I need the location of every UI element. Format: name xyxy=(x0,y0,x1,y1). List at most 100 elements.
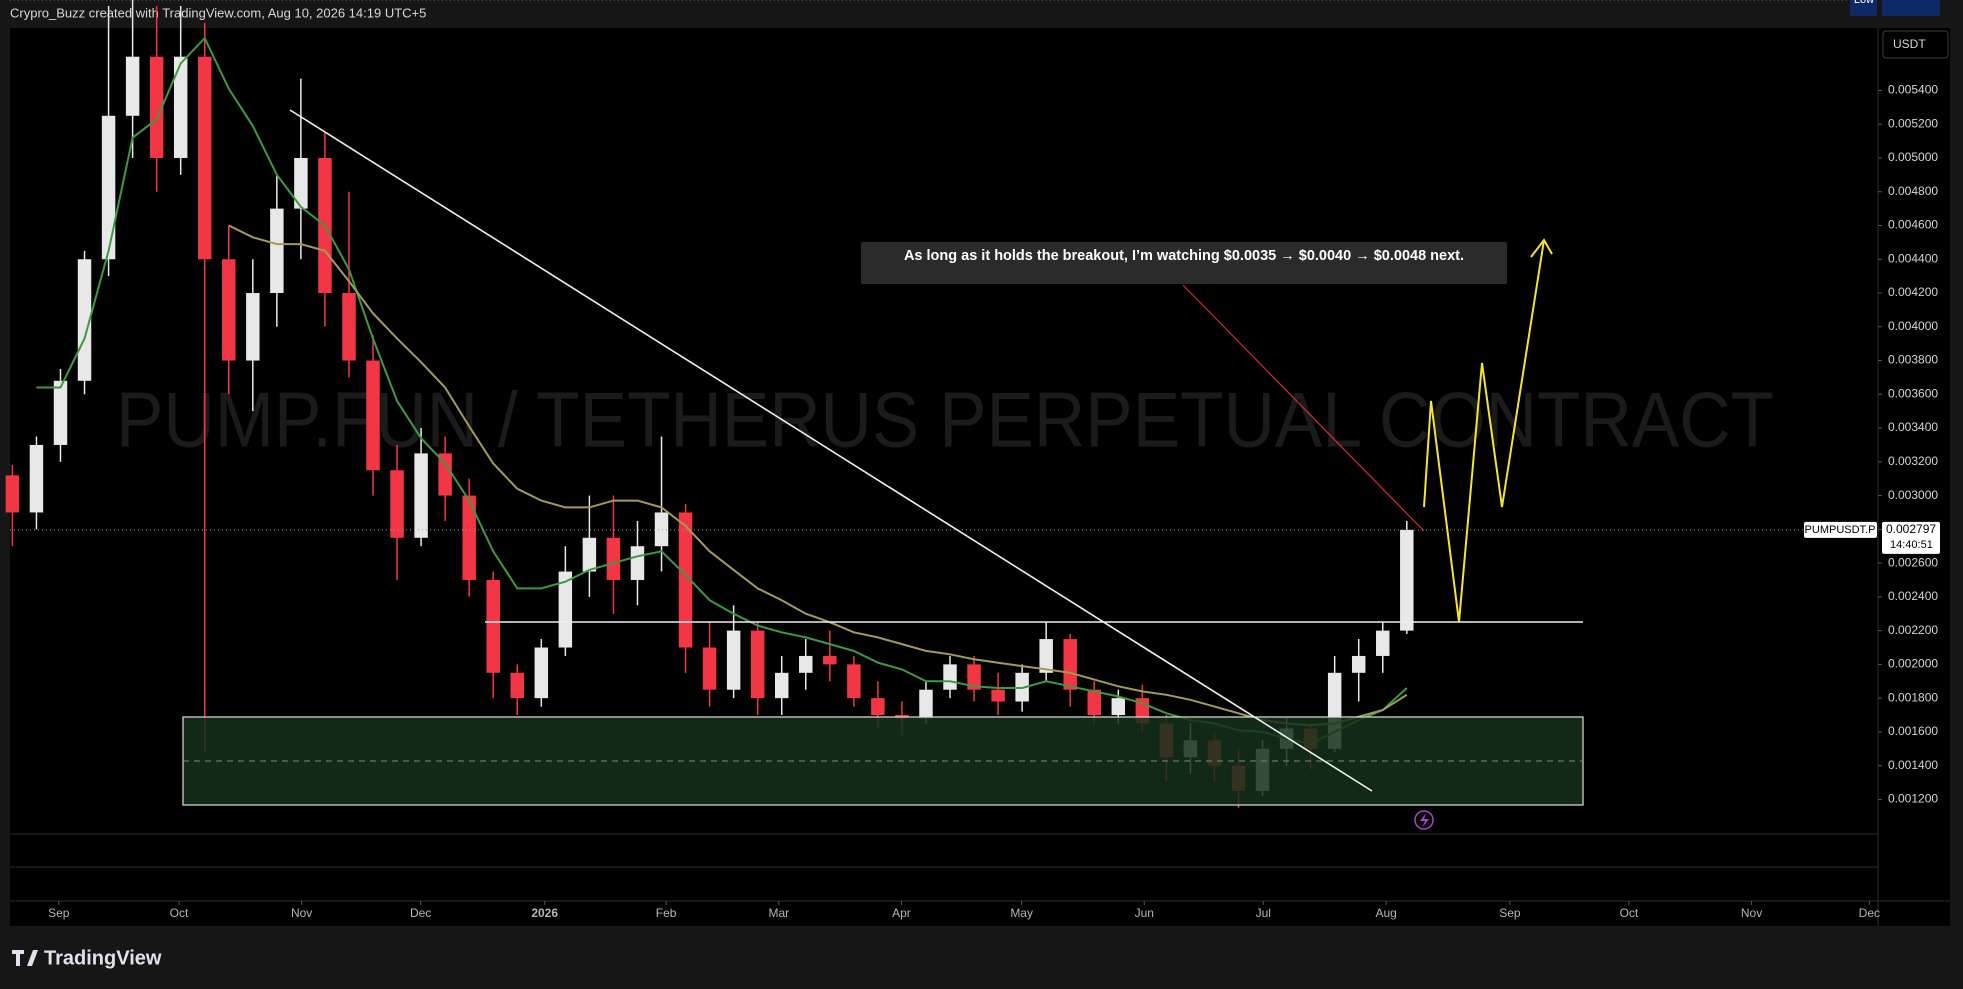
x-tick-label: Dec xyxy=(1859,906,1880,920)
candle-body xyxy=(582,537,597,572)
candle-body xyxy=(1087,689,1101,716)
candle-body xyxy=(919,689,933,719)
x-tick-label: Oct xyxy=(1620,906,1639,920)
candle-body xyxy=(53,380,68,445)
candle-body xyxy=(246,293,260,361)
candle-body xyxy=(342,293,356,361)
x-tick-label: Jul xyxy=(1256,906,1271,920)
y-tick-label: 0.001200 xyxy=(1888,792,1938,806)
candle-body xyxy=(77,259,92,381)
candle-body xyxy=(222,259,236,361)
candle-body xyxy=(606,537,621,580)
projection-arrowhead xyxy=(1530,238,1553,258)
y-tick-label: 0.005400 xyxy=(1888,83,1938,97)
y-tick-label: 0.003000 xyxy=(1888,488,1938,502)
y-tick-label: 0.004000 xyxy=(1888,319,1938,333)
candle-body xyxy=(991,689,1005,702)
candle-body xyxy=(630,546,645,580)
candle-body xyxy=(1039,639,1053,673)
candle-body xyxy=(438,453,452,496)
x-tick-label: Nov xyxy=(291,906,312,920)
symbol-label: PUMPUSDT.P xyxy=(1805,524,1876,536)
moving-average xyxy=(228,224,1408,727)
y-tick-label: 0.001800 xyxy=(1888,690,1938,704)
x-tick-label: Oct xyxy=(170,906,189,920)
candle-body xyxy=(750,630,765,699)
candle-body xyxy=(1351,655,1366,673)
x-tick-label: 2026 xyxy=(531,906,558,920)
candle-body xyxy=(1063,639,1077,690)
candle-body xyxy=(871,698,885,716)
candle-body xyxy=(774,672,789,699)
y-tick-label: 0.002200 xyxy=(1888,623,1938,637)
header: Crypro_Buzz created with TradingView.com… xyxy=(10,5,426,20)
candle-body xyxy=(799,655,813,673)
logo-mark xyxy=(12,950,38,966)
candle-body xyxy=(462,495,476,580)
candle-body xyxy=(29,444,44,513)
y-tick-label: 0.004200 xyxy=(1888,285,1938,299)
candle-body xyxy=(101,115,116,260)
candle-body xyxy=(510,672,525,699)
annotation-text: As long as it holds the breakout, I’m wa… xyxy=(904,248,1464,264)
event-icon[interactable] xyxy=(1414,810,1434,830)
candle-body xyxy=(943,664,957,690)
y-tick-label: 0.001600 xyxy=(1888,724,1938,738)
candle-body xyxy=(847,664,861,699)
low-tag xyxy=(1850,0,1877,16)
candle-body xyxy=(414,453,428,538)
candle-body xyxy=(366,360,380,471)
x-tick-label: Dec xyxy=(410,906,431,920)
candle-body xyxy=(654,512,669,547)
low-label: Low xyxy=(1854,0,1874,6)
candle-body xyxy=(125,56,140,116)
last-price-label: 0.002797 xyxy=(1886,522,1936,536)
event-icon-bolt xyxy=(1420,813,1429,828)
y-tick-label: 0.005200 xyxy=(1888,116,1938,130)
candle-body xyxy=(294,157,308,209)
y-tick-label: 0.003800 xyxy=(1888,353,1938,367)
annotation-pointer xyxy=(1182,284,1425,532)
y-tick-label: 0.003600 xyxy=(1888,386,1938,400)
candle-body xyxy=(558,571,573,648)
candle-body xyxy=(823,655,837,665)
price-tag xyxy=(1882,521,1940,554)
candle-body xyxy=(702,647,717,690)
currency: USDT xyxy=(1893,37,1926,51)
footer-logo: TradingView xyxy=(44,947,162,969)
x-tick-label: Feb xyxy=(656,906,677,920)
watermark: PUMP.FUN / TETHERUS PERPETUAL CONTRACT xyxy=(116,376,1774,464)
x-tick-label: May xyxy=(1010,906,1033,920)
candle-body xyxy=(173,56,188,158)
x-tick-label: Nov xyxy=(1741,906,1762,920)
y-tick-label: 0.001400 xyxy=(1888,758,1938,772)
x-tick-label: Mar xyxy=(769,906,790,920)
annotation-box xyxy=(861,242,1507,284)
y-tick-label: 0.002400 xyxy=(1888,589,1938,603)
y-tick-label: 0.004800 xyxy=(1888,184,1938,198)
x-tick-label: Jun xyxy=(1135,906,1154,920)
currency-button[interactable] xyxy=(1882,30,1949,59)
x-tick-label: Apr xyxy=(892,906,911,920)
candle-body xyxy=(1400,529,1414,631)
candle-body xyxy=(270,208,284,294)
x-tick-label: Aug xyxy=(1375,906,1396,920)
y-tick-label: 0.003200 xyxy=(1888,454,1938,468)
y-tick-label: 0.004600 xyxy=(1888,218,1938,232)
candle-body xyxy=(5,475,20,513)
candle-body xyxy=(534,647,549,699)
candle-body xyxy=(390,470,404,538)
candle-body xyxy=(1376,630,1390,656)
y-tick-label: 0.003400 xyxy=(1888,420,1938,434)
y-tick-label: 0.002000 xyxy=(1888,657,1938,671)
candle-body xyxy=(726,630,741,690)
y-tick-label: 0.002600 xyxy=(1888,555,1938,569)
candle-body xyxy=(149,56,164,158)
x-tick-label: Sep xyxy=(48,906,70,920)
y-tick-label: 0.005000 xyxy=(1888,150,1938,164)
x-tick-label: Sep xyxy=(1499,906,1521,920)
trendline xyxy=(289,109,1373,792)
projection-path xyxy=(1423,239,1545,623)
